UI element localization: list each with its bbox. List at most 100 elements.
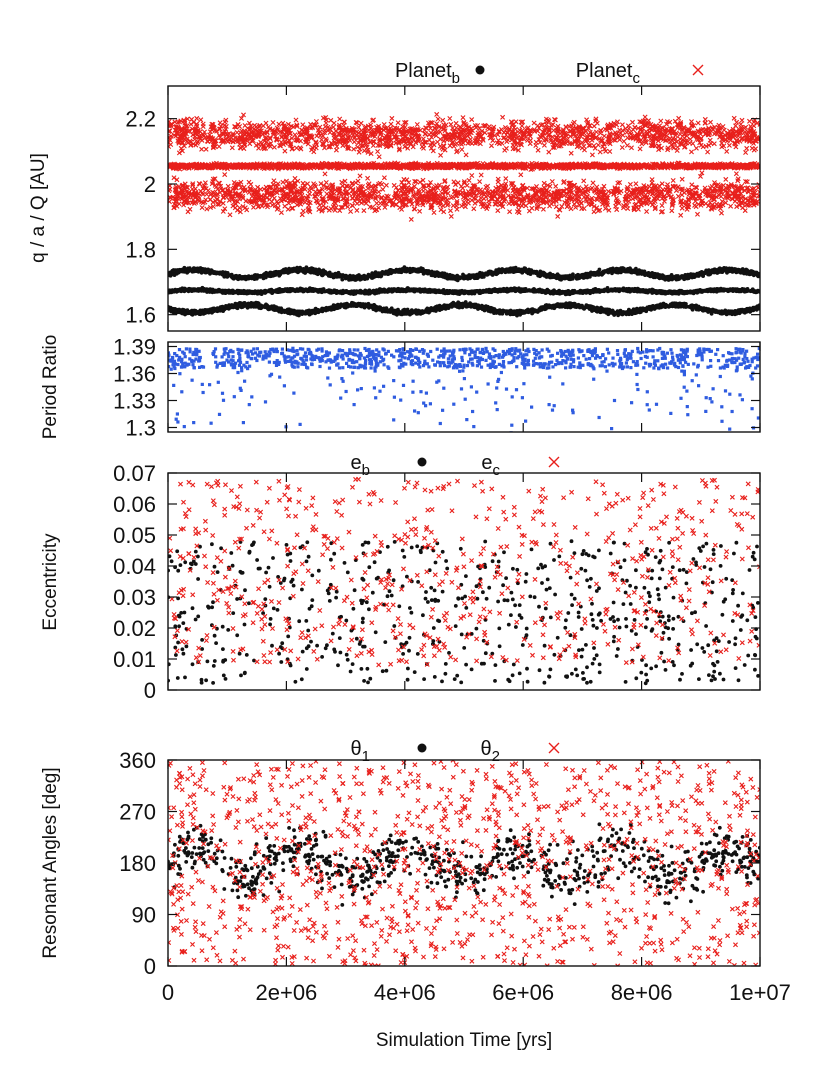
data-point-dot <box>250 290 255 294</box>
data-point-dot <box>546 290 550 295</box>
data-point-dot <box>679 290 684 295</box>
data-point-dot <box>220 272 225 277</box>
data-point-dot <box>388 288 393 293</box>
data-point-dot <box>506 288 510 293</box>
data-point-dot <box>225 274 229 279</box>
data-point-dot <box>386 271 391 276</box>
data-point-dot <box>206 269 210 274</box>
data-point-dot <box>655 275 660 279</box>
data-point-dot <box>426 270 430 274</box>
data-point-dot <box>171 272 176 277</box>
data-point-dot <box>409 288 414 292</box>
data-point-dot <box>284 288 288 292</box>
data-point-dot <box>532 270 536 275</box>
data-point-dot <box>190 268 195 273</box>
data-point-dot <box>458 275 463 280</box>
data-point-dot <box>538 274 542 279</box>
data-point-dot <box>637 271 641 276</box>
data-point-dot <box>413 287 418 292</box>
data-point-dot <box>414 269 419 274</box>
data-point-dot <box>570 275 575 280</box>
data-point-dot <box>441 272 446 277</box>
data-point-dot <box>180 286 185 291</box>
data-point-dot <box>252 275 256 280</box>
data-point-dot <box>639 289 644 294</box>
data-point-dot <box>297 288 302 293</box>
data-point-dot <box>421 269 426 274</box>
data-point-dot <box>288 288 293 293</box>
data-point-dot <box>564 291 569 295</box>
data-point-dot <box>217 289 221 294</box>
data-point-dot <box>314 268 319 273</box>
data-point-dot <box>170 289 175 293</box>
data-point-dot <box>582 274 587 278</box>
data-point-dot <box>687 304 691 309</box>
data-point-dot <box>303 287 308 292</box>
data-point-dot <box>647 288 652 292</box>
data-point-dot <box>311 287 315 291</box>
data-point-dot <box>729 268 734 273</box>
data-point-dot <box>559 290 563 295</box>
data-point-dot <box>528 288 533 293</box>
data-point-dot <box>481 275 486 279</box>
data-point-dot <box>694 290 699 294</box>
panel-orbits: 1.61.822.2q / a / Q [AU]Planetb Planetc <box>28 60 761 332</box>
data-point-dot <box>503 270 508 275</box>
data-point-dot <box>689 272 693 276</box>
data-point-dot <box>605 286 610 290</box>
data-point-dot <box>190 287 195 292</box>
data-point-dot <box>209 269 214 274</box>
data-point-dot <box>357 289 362 294</box>
data-point-dot <box>514 267 518 272</box>
data-point-dot <box>353 291 358 296</box>
data-point-dot <box>425 289 429 293</box>
data-point-dot <box>724 288 729 293</box>
data-point-dot <box>363 289 368 294</box>
data-point-dot <box>577 276 582 280</box>
data-point-dot <box>592 270 596 275</box>
data-point-dot <box>176 289 181 293</box>
data-point-dot <box>317 269 322 274</box>
data-point-dot <box>475 289 479 293</box>
data-point-dot <box>695 272 700 277</box>
data-point-dot <box>377 290 381 295</box>
data-point-dot <box>635 287 640 291</box>
data-point-dot <box>205 290 209 294</box>
data-point-dot <box>395 269 400 274</box>
data-point-dot <box>539 289 544 294</box>
data-point-dot <box>467 273 472 278</box>
data-point-dot <box>269 288 273 293</box>
data-point-dot <box>524 268 528 272</box>
data-point-dot <box>382 289 387 294</box>
data-point-dot <box>733 267 737 272</box>
data-point-dot <box>717 266 722 271</box>
data-point-dot <box>230 275 235 280</box>
data-point-dot <box>630 287 635 292</box>
data-point-dot <box>708 288 713 293</box>
data-point-dot <box>742 271 746 276</box>
data-point-dot <box>488 288 493 293</box>
data-point-dot <box>258 275 263 279</box>
data-point-dot <box>561 274 566 279</box>
data-point-dot <box>256 290 260 295</box>
data-point-dot <box>316 289 321 294</box>
data-point-dot <box>551 291 556 296</box>
data-point-dot <box>738 288 743 292</box>
data-point-dot <box>745 268 750 273</box>
data-point-dot <box>570 291 574 295</box>
data-point-dot <box>449 290 454 295</box>
data-point-dot <box>672 275 677 280</box>
data-point-dot <box>222 289 227 294</box>
data-point-dot <box>672 289 676 294</box>
data-point-dot <box>624 287 628 292</box>
data-point-dot <box>196 288 201 292</box>
data-point-dot <box>558 275 562 280</box>
data-point-dot <box>586 271 590 276</box>
data-point-dot <box>602 269 607 274</box>
data-point-dot <box>644 272 648 277</box>
data-point-dot <box>450 274 455 279</box>
data-point-dot <box>347 275 351 280</box>
data-point-dot <box>213 289 218 294</box>
data-point-dot <box>185 287 190 292</box>
data-point-dot <box>509 269 514 274</box>
